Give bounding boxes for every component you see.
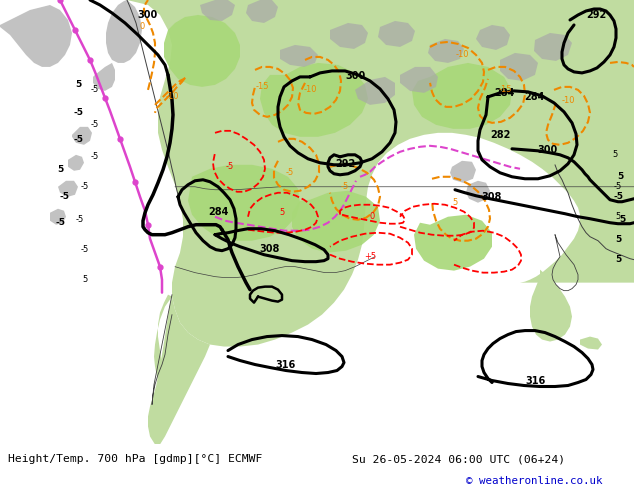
Polygon shape [450, 161, 476, 183]
Text: 5: 5 [82, 275, 87, 284]
Text: 5: 5 [75, 80, 81, 89]
Text: 5: 5 [616, 212, 621, 221]
Polygon shape [72, 127, 92, 145]
Text: Su 26-05-2024 06:00 UTC (06+24): Su 26-05-2024 06:00 UTC (06+24) [352, 454, 565, 464]
Text: 284: 284 [208, 207, 228, 217]
Text: 5: 5 [280, 208, 285, 217]
Text: -10: -10 [455, 50, 469, 59]
Text: -10: -10 [561, 97, 575, 105]
Text: -10: -10 [165, 93, 179, 101]
Text: 5: 5 [619, 215, 625, 224]
Text: Height/Temp. 700 hPa [gdmp][°C] ECMWF: Height/Temp. 700 hPa [gdmp][°C] ECMWF [8, 454, 262, 464]
Polygon shape [93, 63, 115, 91]
Polygon shape [530, 270, 572, 342]
Text: 308: 308 [482, 192, 502, 202]
Polygon shape [466, 181, 490, 203]
Polygon shape [580, 337, 602, 349]
Polygon shape [0, 5, 72, 67]
Polygon shape [280, 45, 318, 67]
Text: 316: 316 [275, 360, 295, 369]
Polygon shape [106, 0, 142, 63]
Text: -15: -15 [256, 82, 269, 92]
Polygon shape [200, 0, 235, 21]
Text: -5: -5 [91, 121, 99, 129]
Text: -5: -5 [226, 162, 234, 171]
Text: 284: 284 [524, 92, 544, 102]
Text: -5: -5 [614, 182, 622, 191]
Text: 300: 300 [138, 10, 158, 20]
Text: 292: 292 [335, 159, 355, 169]
Text: -10: -10 [303, 85, 317, 95]
Text: 5: 5 [617, 172, 623, 181]
Polygon shape [414, 215, 492, 270]
Text: 0: 0 [139, 23, 145, 31]
Polygon shape [292, 191, 380, 253]
Polygon shape [127, 0, 634, 346]
Text: 284: 284 [494, 88, 514, 98]
Polygon shape [412, 63, 512, 129]
Text: -5: -5 [76, 215, 84, 224]
Text: -5: -5 [91, 85, 99, 95]
Text: -15: -15 [498, 85, 512, 95]
Polygon shape [154, 294, 172, 385]
Text: 5: 5 [615, 255, 621, 264]
Polygon shape [355, 77, 395, 105]
Text: © weatheronline.co.uk: © weatheronline.co.uk [466, 476, 602, 486]
Text: -5: -5 [73, 135, 83, 145]
Text: 5: 5 [612, 150, 618, 159]
Polygon shape [400, 67, 438, 93]
Text: 0: 0 [370, 212, 375, 221]
Polygon shape [476, 25, 510, 50]
Polygon shape [534, 33, 572, 61]
Text: 5: 5 [453, 198, 458, 207]
Polygon shape [378, 21, 415, 47]
Text: +5: +5 [364, 252, 376, 261]
Text: 300: 300 [346, 71, 366, 81]
Polygon shape [260, 63, 368, 137]
Polygon shape [50, 209, 66, 225]
Text: -5: -5 [73, 108, 83, 118]
Text: 282: 282 [490, 130, 510, 140]
Text: -5: -5 [286, 168, 294, 177]
Polygon shape [188, 165, 300, 241]
Text: -5: -5 [91, 152, 99, 161]
Polygon shape [164, 15, 240, 87]
Text: -5: -5 [341, 182, 349, 191]
Polygon shape [500, 53, 538, 81]
Text: 292: 292 [586, 10, 606, 20]
Polygon shape [246, 0, 278, 23]
Text: 5: 5 [615, 235, 621, 244]
Polygon shape [148, 296, 210, 444]
Text: 316: 316 [526, 375, 546, 386]
Polygon shape [330, 23, 368, 49]
Text: -5: -5 [60, 192, 70, 201]
Text: 308: 308 [260, 244, 280, 254]
Text: 5: 5 [57, 165, 63, 174]
Polygon shape [428, 39, 464, 63]
Text: -5: -5 [81, 245, 89, 254]
Polygon shape [58, 181, 78, 197]
Polygon shape [68, 155, 84, 171]
Text: -5: -5 [55, 218, 65, 227]
Text: 300: 300 [538, 145, 558, 155]
Text: -5: -5 [81, 182, 89, 191]
Text: -5: -5 [613, 192, 623, 201]
